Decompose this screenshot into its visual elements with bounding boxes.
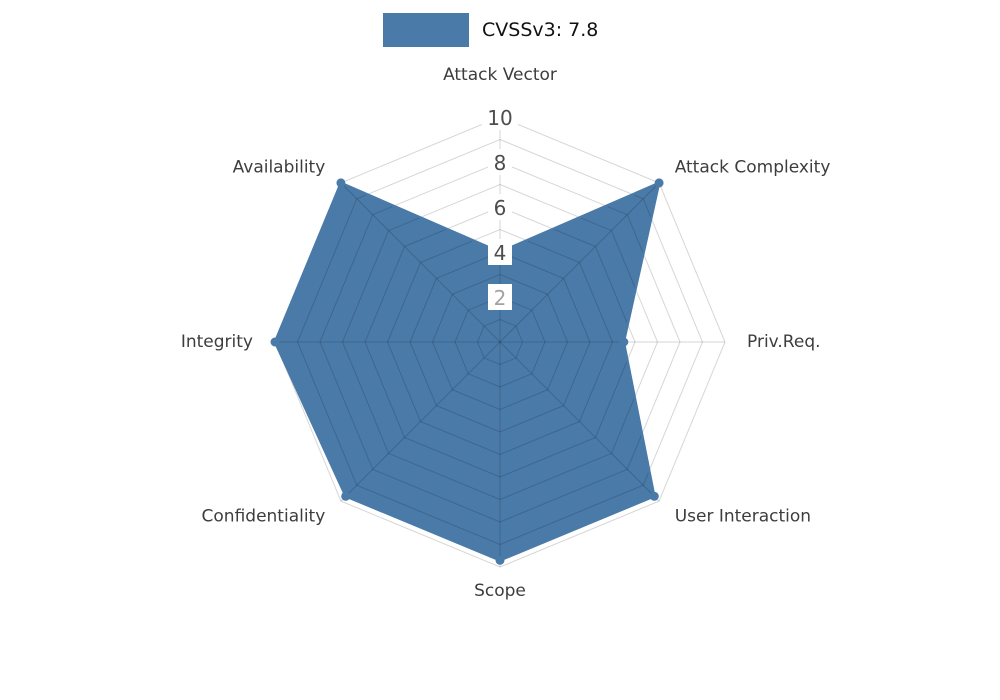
grid-ring [341, 183, 659, 501]
series-point [336, 178, 346, 188]
tick-label: 6 [494, 196, 507, 220]
grid-spoke [499, 182, 660, 343]
grid-ring [476, 318, 524, 366]
grid-spoke [340, 341, 501, 502]
grid-ring [296, 138, 704, 546]
tick-label: 4 [494, 241, 507, 265]
grid-ring [431, 273, 569, 411]
tick-label: 2 [494, 286, 507, 310]
grid-spoke [340, 182, 501, 343]
tick-label: 8 [494, 151, 507, 175]
series-fill [275, 182, 660, 561]
legend-label: CVSSv3: 7.8 [482, 19, 599, 41]
axis-label: Scope [474, 581, 526, 601]
axis-label: Integrity [181, 332, 253, 352]
grid-spoke [499, 341, 660, 502]
axis-label: Priv.Req. [747, 332, 821, 352]
axis-label: Availability [233, 157, 326, 177]
tick-box [488, 239, 512, 265]
axis-label: Confidentiality [202, 507, 326, 527]
chart-legend: CVSSv3: 7.8 [383, 13, 598, 47]
tick-box [488, 284, 512, 310]
grid-ring [454, 296, 546, 388]
series-point [270, 337, 280, 347]
tick-box [482, 104, 518, 130]
axis-label: User Interaction [675, 507, 811, 527]
tick-box [488, 194, 512, 220]
tick-box [488, 149, 512, 175]
legend-swatch [383, 13, 469, 47]
grid-ring [409, 251, 591, 433]
series-point [649, 491, 659, 501]
series-point [619, 337, 629, 347]
grid-ring [319, 161, 681, 523]
axis-labels: Attack Vector Attack Complexity Priv.Req. U… [181, 65, 831, 601]
axis-label: Attack Complexity [675, 157, 831, 177]
grid-ring [364, 206, 636, 478]
tick-label: 10 [487, 106, 512, 130]
axis-label: Attack Vector [443, 65, 557, 85]
series-point [495, 555, 505, 565]
series-point [341, 491, 351, 501]
radial-ticks: 2 4 6 8 10 [482, 104, 518, 310]
series-point [654, 178, 664, 188]
grid-ring [386, 228, 614, 456]
